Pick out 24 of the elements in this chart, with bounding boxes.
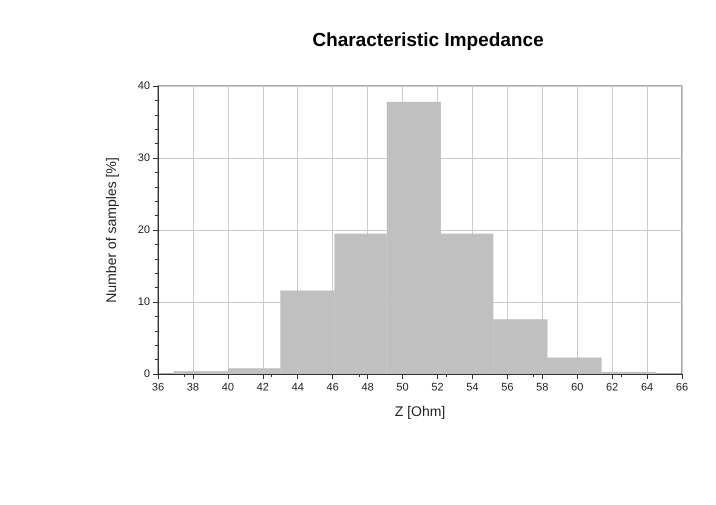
x-tick-label: 48 [361, 382, 374, 394]
x-tick-label: 54 [466, 382, 479, 394]
x-tick-label: 40 [222, 382, 234, 394]
x-tick-label: 36 [152, 382, 164, 394]
y-tick-label: 40 [138, 80, 150, 92]
x-axis-title: Z [Ohm] [394, 403, 446, 419]
x-tick-label: 66 [676, 382, 688, 394]
x-tick-label: 42 [256, 382, 269, 394]
y-tick-label: 30 [138, 152, 150, 164]
x-tick-label: 38 [186, 382, 200, 394]
y-tick-label: 10 [138, 296, 150, 308]
x-tick-label: 52 [431, 382, 444, 394]
x-tick-label: 46 [326, 382, 339, 394]
x-tick-label: 62 [606, 382, 618, 394]
x-tick-label: 60 [571, 382, 584, 394]
x-tick-label: 44 [292, 382, 304, 394]
y-tick-label: 0 [144, 368, 150, 380]
x-tick-label: 64 [640, 382, 654, 394]
y-axis-title: Number of samples [%] [103, 157, 119, 303]
x-tick-label: 50 [396, 382, 409, 394]
y-tick-label: 20 [138, 224, 150, 236]
x-tick-label: 56 [501, 382, 514, 394]
chart-title: Characteristic Impedance [312, 30, 544, 51]
x-tick-label: 58 [536, 382, 548, 394]
